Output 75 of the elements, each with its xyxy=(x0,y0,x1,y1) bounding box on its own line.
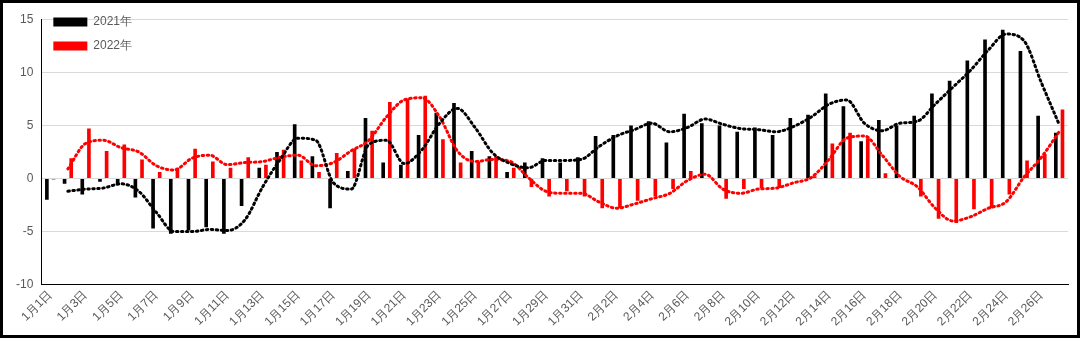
bar xyxy=(859,141,863,178)
bar xyxy=(671,178,675,190)
bar xyxy=(157,172,162,178)
bar xyxy=(865,138,870,178)
bar xyxy=(98,178,102,182)
bar xyxy=(511,167,516,178)
bar xyxy=(246,157,251,178)
bar xyxy=(600,178,605,209)
bar xyxy=(399,164,403,178)
x-tick-label: 2月2日 xyxy=(584,287,622,324)
bar xyxy=(742,178,746,190)
y-tick-label: 5 xyxy=(26,117,34,132)
bar xyxy=(370,130,374,178)
bar xyxy=(1036,115,1040,178)
bar xyxy=(724,178,728,199)
bar xyxy=(611,134,616,178)
x-tick-label: 2月4日 xyxy=(620,287,657,324)
bar xyxy=(576,157,580,178)
y-tick-label: 15 xyxy=(19,11,34,26)
line-series xyxy=(66,32,1061,234)
bar xyxy=(264,164,268,178)
bar xyxy=(452,103,456,178)
bar xyxy=(682,113,686,178)
bar xyxy=(565,178,569,192)
y-tick-label: 0 xyxy=(26,170,34,185)
bar xyxy=(753,127,757,178)
bar xyxy=(558,162,563,178)
bar xyxy=(629,125,633,178)
bar xyxy=(151,178,155,229)
y-tick-label: 10 xyxy=(19,64,34,79)
bar xyxy=(699,123,704,178)
bar xyxy=(494,156,498,178)
legend-label: 2022年 xyxy=(93,38,133,53)
x-tick-label: 1月7日 xyxy=(124,287,161,324)
y-tick-label: -5 xyxy=(22,223,34,238)
bar xyxy=(972,178,976,210)
bar xyxy=(788,117,793,178)
bar xyxy=(848,132,852,178)
bar xyxy=(140,159,144,178)
bar xyxy=(204,178,209,228)
bar xyxy=(328,178,332,209)
bar xyxy=(211,161,215,178)
bar xyxy=(388,102,392,178)
bar xyxy=(505,172,509,178)
line-series xyxy=(66,96,1061,223)
bar xyxy=(45,178,49,200)
bar xyxy=(381,162,386,178)
x-tick-label: 1月3日 xyxy=(53,287,91,324)
bar xyxy=(618,178,622,209)
bar xyxy=(823,93,828,178)
x-tick-label: 2月6日 xyxy=(655,287,692,324)
bar xyxy=(547,178,551,197)
bar xyxy=(1042,154,1047,178)
bar xyxy=(122,144,127,178)
bar xyxy=(912,115,917,178)
bar xyxy=(292,124,297,178)
bar xyxy=(877,120,881,178)
bar xyxy=(1054,132,1058,178)
x-tick-label: 1月5日 xyxy=(89,287,126,324)
bar xyxy=(806,114,810,178)
bar xyxy=(930,93,934,178)
bar xyxy=(441,139,445,178)
bar xyxy=(334,153,339,178)
legend-label: 2021年 xyxy=(93,14,133,29)
bar xyxy=(434,112,439,178)
bar xyxy=(646,121,651,178)
bar xyxy=(317,172,321,178)
bar xyxy=(257,167,262,178)
bar xyxy=(983,39,987,178)
bar xyxy=(80,178,85,195)
bar xyxy=(345,171,350,178)
bar xyxy=(87,128,91,178)
bar xyxy=(193,148,197,178)
bar xyxy=(688,171,693,178)
bar xyxy=(735,131,740,178)
